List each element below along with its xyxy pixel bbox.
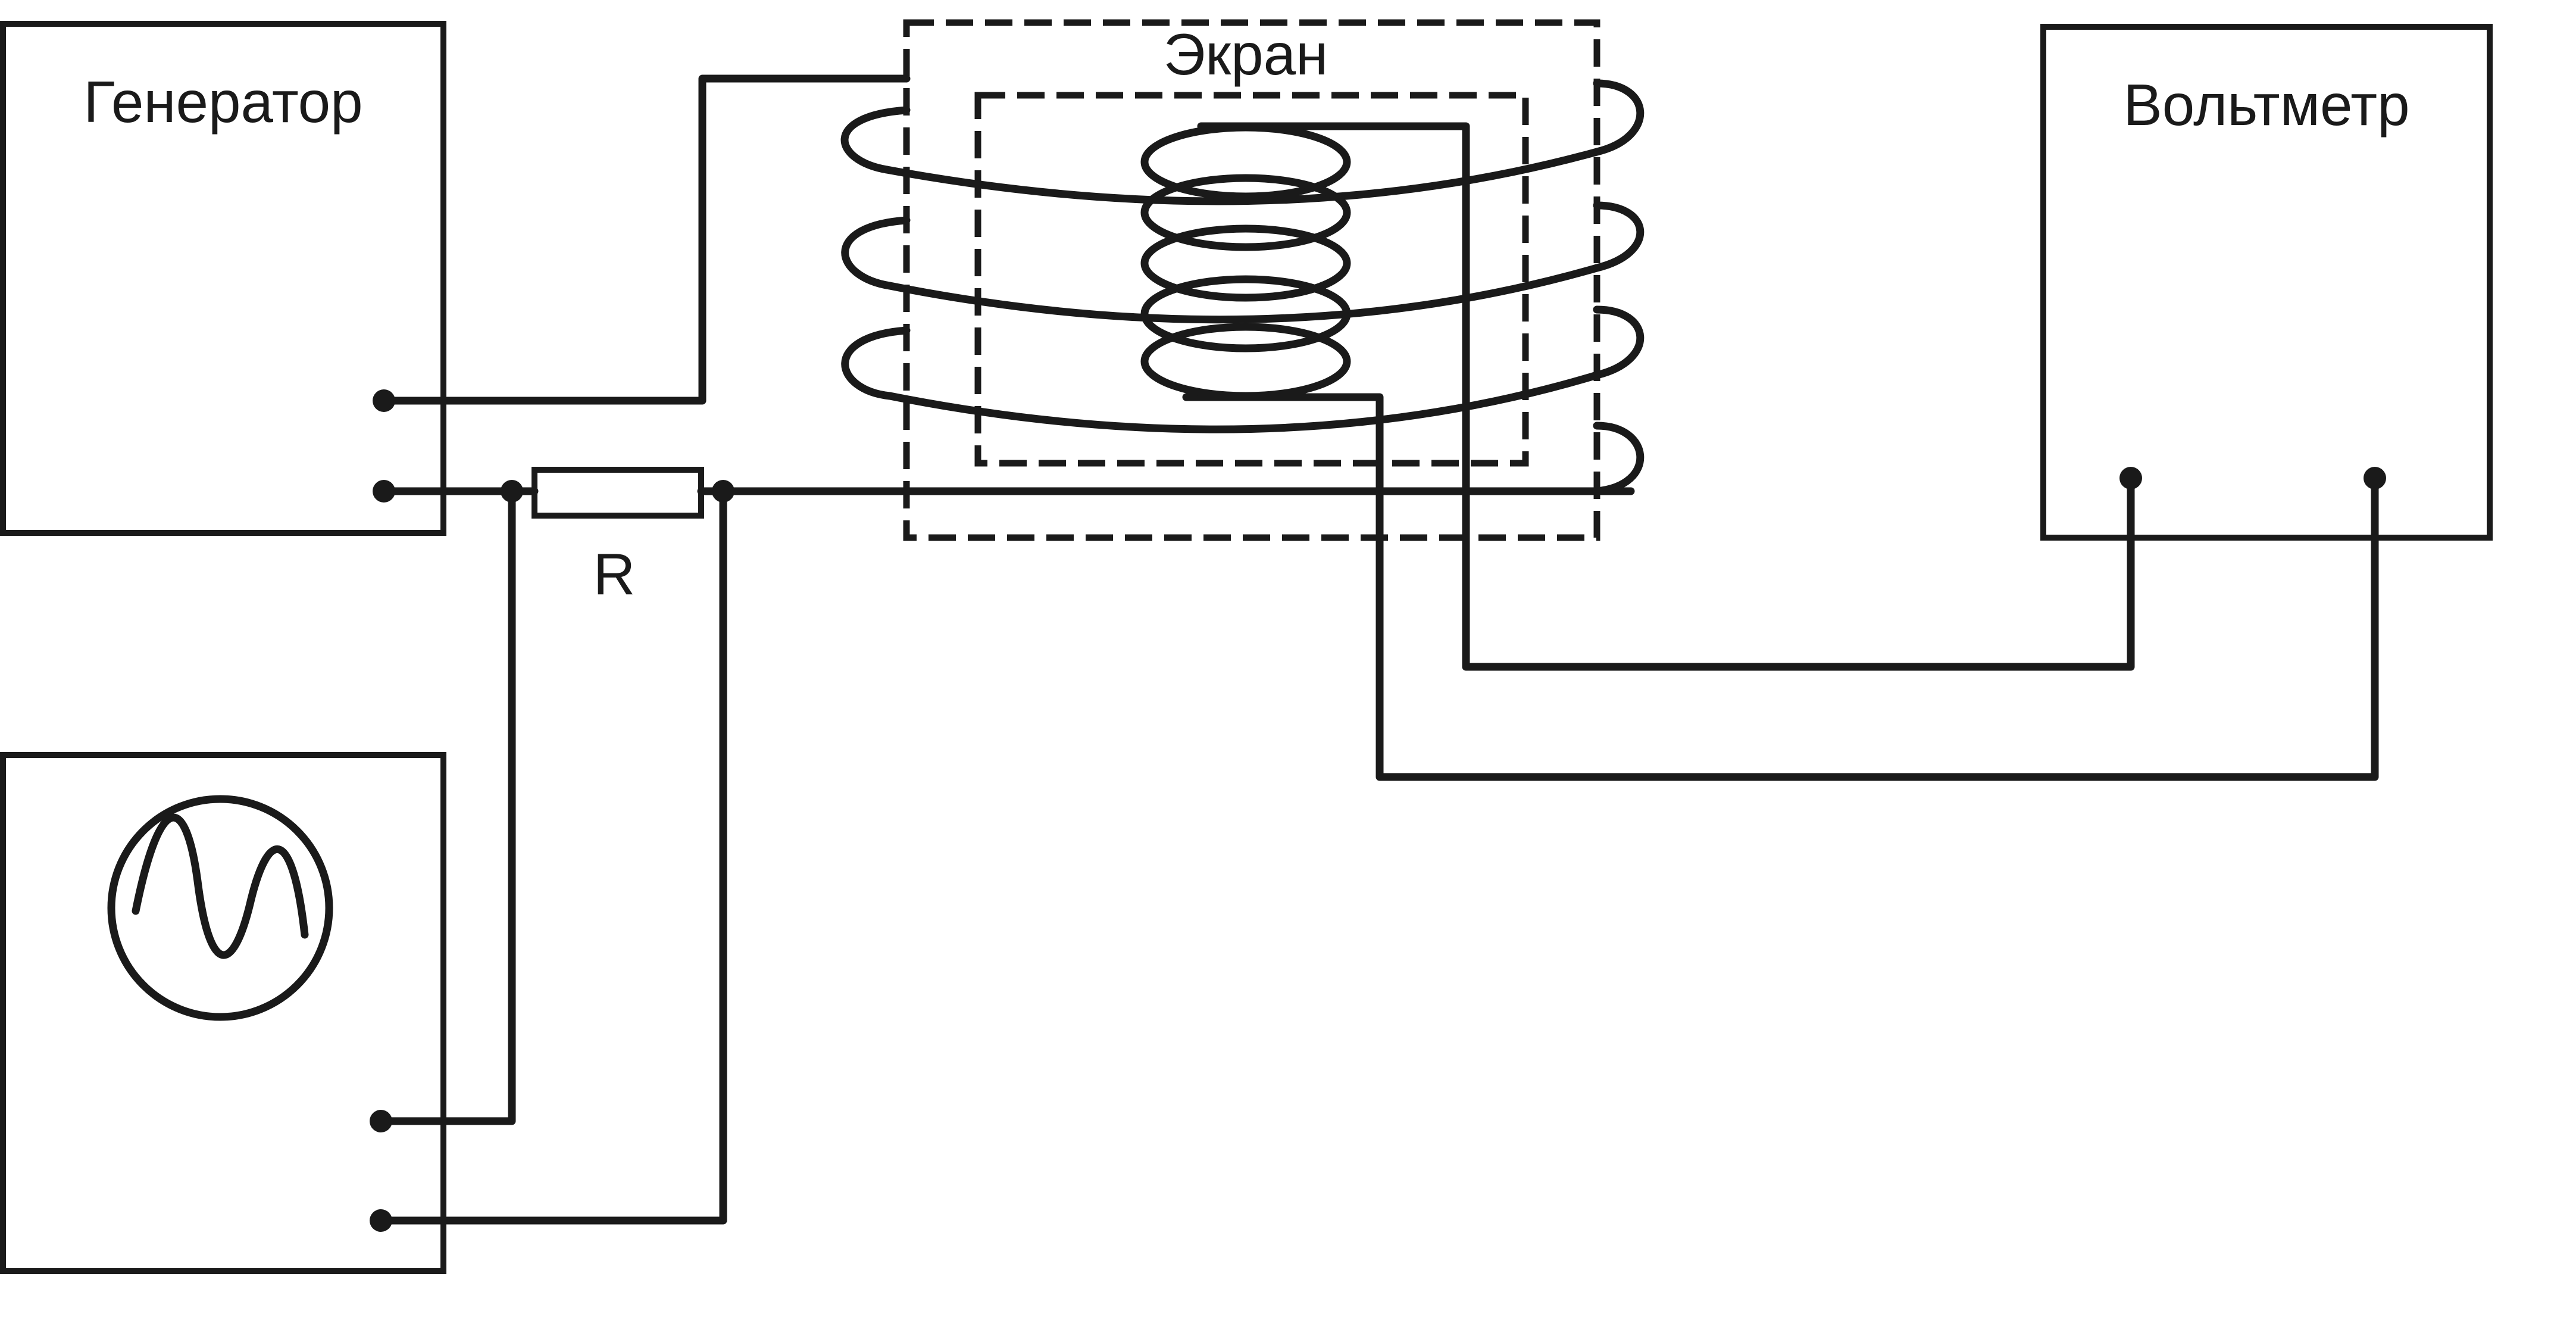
resistor [532, 467, 704, 519]
outer-coil [840, 79, 1645, 495]
generator-label: Генератор [83, 69, 362, 135]
resistor-label: R [593, 541, 636, 607]
voltmeter-label: Вольтметр [2123, 72, 2409, 138]
screen-label: Экран [1164, 21, 1328, 87]
sine-wave-icon [107, 795, 333, 1021]
voltmeter-box [2040, 24, 2493, 541]
wires [377, 74, 2379, 1225]
inner-coil [1140, 123, 1351, 400]
terminals [370, 389, 2386, 1232]
screen-inner [974, 92, 1529, 467]
screen-outer [903, 19, 1600, 541]
oscilloscope-box [0, 752, 446, 1274]
generator-box [0, 21, 446, 536]
